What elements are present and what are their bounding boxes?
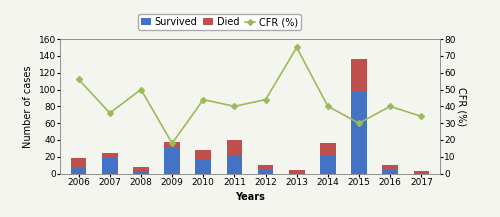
Bar: [196, 150, 211, 159]
Line: CFR (%): CFR (%): [76, 45, 424, 145]
Bar: [258, 170, 274, 174]
X-axis label: Years: Years: [235, 192, 265, 202]
CFR (%): [200, 98, 206, 101]
Y-axis label: CFR (%): CFR (%): [457, 87, 467, 126]
Bar: [258, 165, 274, 170]
Bar: [71, 158, 86, 167]
Bar: [351, 59, 367, 92]
CFR (%): [294, 46, 300, 49]
Bar: [414, 173, 429, 174]
CFR (%): [76, 78, 82, 81]
Bar: [226, 140, 242, 155]
Bar: [102, 153, 118, 158]
Bar: [382, 165, 398, 170]
Bar: [382, 170, 398, 174]
Bar: [164, 142, 180, 148]
Bar: [196, 159, 211, 174]
Bar: [102, 158, 118, 174]
CFR (%): [169, 142, 175, 145]
Bar: [320, 155, 336, 174]
CFR (%): [262, 98, 268, 101]
Bar: [351, 92, 367, 174]
CFR (%): [356, 122, 362, 124]
CFR (%): [138, 88, 144, 91]
CFR (%): [107, 112, 113, 114]
Bar: [289, 173, 304, 174]
Legend: Survived, Died, CFR (%): Survived, Died, CFR (%): [138, 14, 301, 30]
Bar: [320, 143, 336, 155]
CFR (%): [418, 115, 424, 118]
Bar: [71, 167, 86, 174]
Y-axis label: Number of cases: Number of cases: [23, 65, 33, 148]
Bar: [133, 167, 149, 171]
Bar: [164, 148, 180, 174]
CFR (%): [387, 105, 393, 108]
CFR (%): [232, 105, 237, 108]
Bar: [133, 171, 149, 174]
Bar: [414, 171, 429, 173]
Bar: [289, 170, 304, 173]
Bar: [226, 155, 242, 174]
CFR (%): [325, 105, 331, 108]
